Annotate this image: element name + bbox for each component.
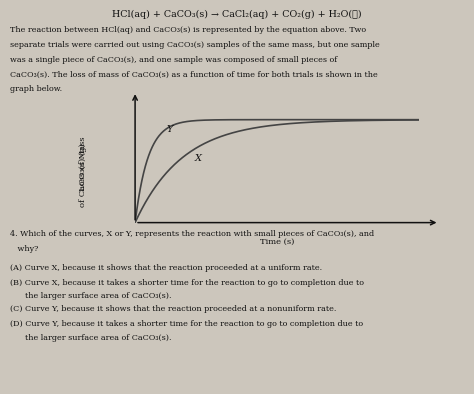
Text: (C) Curve Y, because it shows that the reaction proceeded at a nonuniform rate.: (C) Curve Y, because it shows that the r… bbox=[10, 305, 337, 313]
Text: (D) Curve Y, because it takes a shorter time for the reaction to go to completio: (D) Curve Y, because it takes a shorter … bbox=[10, 320, 364, 328]
Text: Loss of Mass: Loss of Mass bbox=[79, 136, 87, 191]
Text: separate trials were carried out using CaCO₃(s) samples of the same mass, but on: separate trials were carried out using C… bbox=[10, 41, 380, 48]
Text: Y: Y bbox=[166, 125, 173, 134]
Text: why?: why? bbox=[10, 245, 39, 253]
Text: HCl(aq) + CaCO₃(s) → CaCl₂(aq) + CO₂(g) + H₂O(ℓ): HCl(aq) + CaCO₃(s) → CaCl₂(aq) + CO₂(g) … bbox=[112, 10, 362, 19]
Text: (A) Curve X, because it shows that the reaction proceeded at a uniform rate.: (A) Curve X, because it shows that the r… bbox=[10, 264, 322, 272]
Text: was a single piece of CaCO₃(s), and one sample was composed of small pieces of: was a single piece of CaCO₃(s), and one … bbox=[10, 56, 337, 63]
Text: (B) Curve X, because it takes a shorter time for the reaction to go to completio: (B) Curve X, because it takes a shorter … bbox=[10, 279, 365, 287]
Text: Time (s): Time (s) bbox=[260, 238, 294, 246]
Text: the larger surface area of CaCO₃(s).: the larger surface area of CaCO₃(s). bbox=[10, 334, 172, 342]
Text: 4. Which of the curves, X or Y, represents the reaction with small pieces of CaC: 4. Which of the curves, X or Y, represen… bbox=[10, 230, 374, 238]
Text: CaCO₃(s). The loss of mass of CaCO₃(s) as a function of time for both trials is : CaCO₃(s). The loss of mass of CaCO₃(s) a… bbox=[10, 71, 378, 78]
Text: X: X bbox=[195, 154, 202, 163]
Text: the larger surface area of CaCO₃(s).: the larger surface area of CaCO₃(s). bbox=[10, 292, 172, 300]
Text: graph below.: graph below. bbox=[10, 85, 63, 93]
Text: The reaction between HCl(aq) and CaCO₃(s) is represented by the equation above. : The reaction between HCl(aq) and CaCO₃(s… bbox=[10, 26, 366, 33]
Text: of CaCO₃(s) (g): of CaCO₃(s) (g) bbox=[79, 143, 87, 207]
